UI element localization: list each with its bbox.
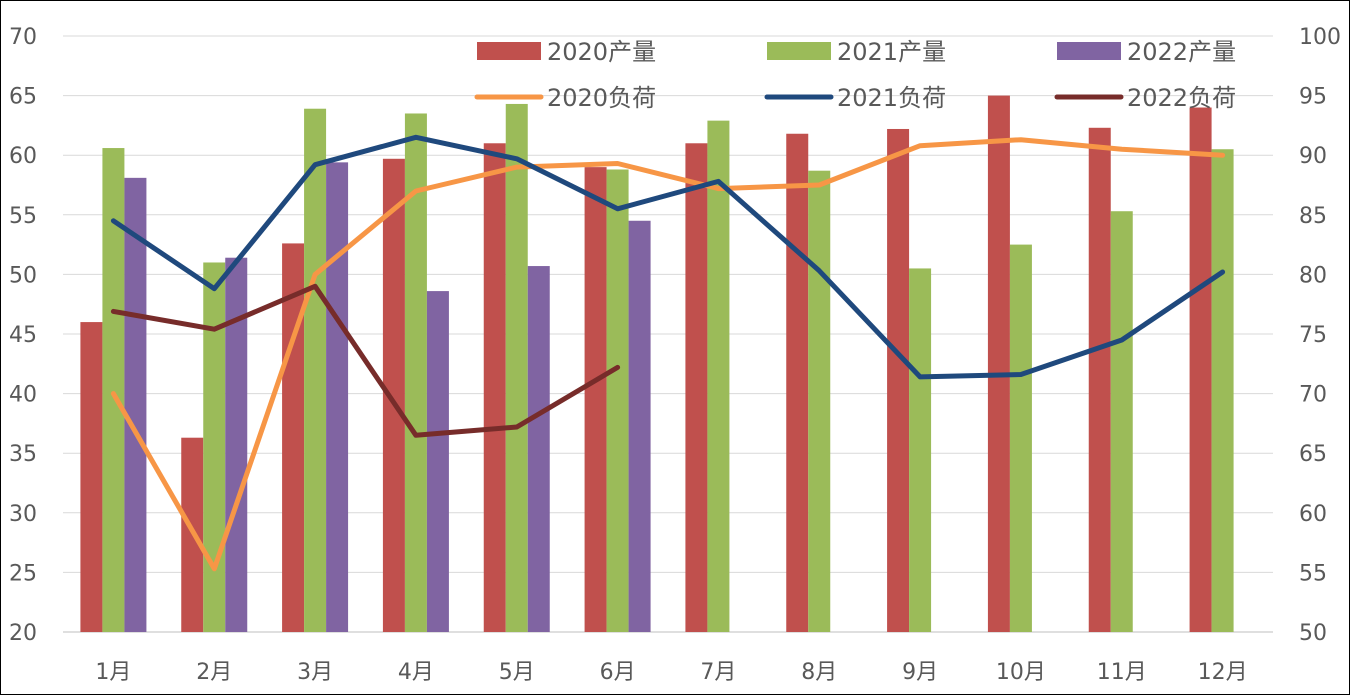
bar-2021产量: [909, 268, 932, 632]
y-left-tick-label: 35: [9, 442, 37, 467]
x-tick-label: 2月: [196, 660, 232, 685]
bar-2020产量: [1088, 127, 1111, 632]
y-left-tick-label: 20: [9, 621, 37, 646]
bar-2020产量: [584, 167, 607, 632]
bar-2020产量: [786, 133, 809, 632]
line-2022负荷: [110, 283, 621, 438]
y-right-tick-label: 80: [1299, 263, 1327, 288]
bar-2020产量: [282, 243, 305, 632]
bar-2020产量: [987, 95, 1010, 633]
x-tick-label: 12月: [1198, 660, 1248, 685]
y-left-tick-label: 55: [9, 204, 37, 229]
lines: [110, 134, 1226, 572]
y-left-tick-label: 40: [9, 383, 37, 408]
bar-2021产量: [1110, 211, 1133, 632]
legend-label: 2020产量: [547, 38, 656, 66]
y-left-tick-label: 45: [9, 323, 37, 348]
bar-2021产量: [1009, 244, 1032, 632]
bar-2020产量: [483, 143, 506, 632]
bars: [80, 95, 1234, 633]
bar-2021产量: [505, 103, 528, 633]
bar-2022产量: [326, 162, 349, 633]
y-left-tick-label: 50: [9, 263, 37, 288]
y-right-tick-label: 85: [1299, 204, 1327, 229]
legend: 2020产量 2021产量 2022产量 2020负荷 2021负荷 2022负荷: [474, 38, 1236, 112]
y-right-tick-label: 55: [1299, 561, 1327, 586]
y-right-tick-label: 75: [1299, 323, 1327, 348]
bar-2020产量: [685, 143, 708, 632]
axes: 20 25 30 35 40 45 50 55 60 65 70 50 55 60 65 70 75 80 85 90…: [9, 25, 1341, 685]
y-left-tick-label: 70: [9, 25, 37, 50]
x-tick-label: 1月: [95, 660, 131, 685]
legend-swatch: [477, 42, 541, 60]
bar-2021产量: [808, 170, 831, 633]
x-tick-label: 8月: [801, 660, 837, 685]
bar-2021产量: [606, 169, 629, 632]
bar-2020产量: [887, 128, 910, 632]
bar-2020产量: [80, 322, 103, 632]
bar-2021产量: [304, 108, 327, 633]
y-left-tick-label: 30: [9, 502, 37, 527]
y-right-tick-label: 95: [1299, 85, 1327, 110]
bar-2021产量: [404, 113, 427, 633]
legend-label: 2022产量: [1127, 38, 1236, 66]
bar-2022产量: [527, 266, 550, 632]
x-tick-label: 6月: [600, 660, 636, 685]
y-right-tick-label: 70: [1299, 383, 1327, 408]
y-left-tick-label: 25: [9, 561, 37, 586]
legend-swatch: [1057, 42, 1121, 60]
x-tick-label: 4月: [398, 660, 434, 685]
x-tick-label: 7月: [700, 660, 736, 685]
bar-2022产量: [225, 257, 248, 632]
line-2020负荷: [110, 137, 1226, 572]
x-tick-label: 11月: [1097, 660, 1147, 685]
y-right-tick-label: 90: [1299, 144, 1327, 169]
bar-2022产量: [426, 291, 449, 632]
bar-2021产量: [707, 120, 730, 632]
legend-label: 2021产量: [837, 38, 946, 66]
y-right-tick-label: 50: [1299, 621, 1327, 646]
y-right-tick-label: 65: [1299, 442, 1327, 467]
x-tick-label: 10月: [996, 660, 1046, 685]
line-2021负荷: [110, 134, 1226, 380]
bar-2020产量: [1189, 107, 1212, 632]
legend-label: 2021负荷: [837, 84, 946, 112]
x-tick-label: 3月: [297, 660, 333, 685]
y-right-tick-label: 60: [1299, 502, 1327, 527]
x-tick-label: 9月: [902, 660, 938, 685]
y-left-tick-label: 60: [9, 144, 37, 169]
legend-swatch: [767, 42, 831, 60]
bar-2022产量: [124, 177, 147, 632]
bar-2021产量: [102, 148, 125, 632]
y-right-tick-label: 100: [1299, 25, 1341, 50]
bar-2021产量: [203, 262, 226, 632]
bar-2021产量: [1211, 149, 1234, 633]
bar-2022产量: [628, 220, 651, 632]
bar-2020产量: [382, 158, 405, 632]
legend-label: 2020负荷: [547, 84, 656, 112]
x-tick-label: 5月: [499, 660, 535, 685]
legend-label: 2022负荷: [1127, 84, 1236, 112]
y-left-tick-label: 65: [9, 85, 37, 110]
